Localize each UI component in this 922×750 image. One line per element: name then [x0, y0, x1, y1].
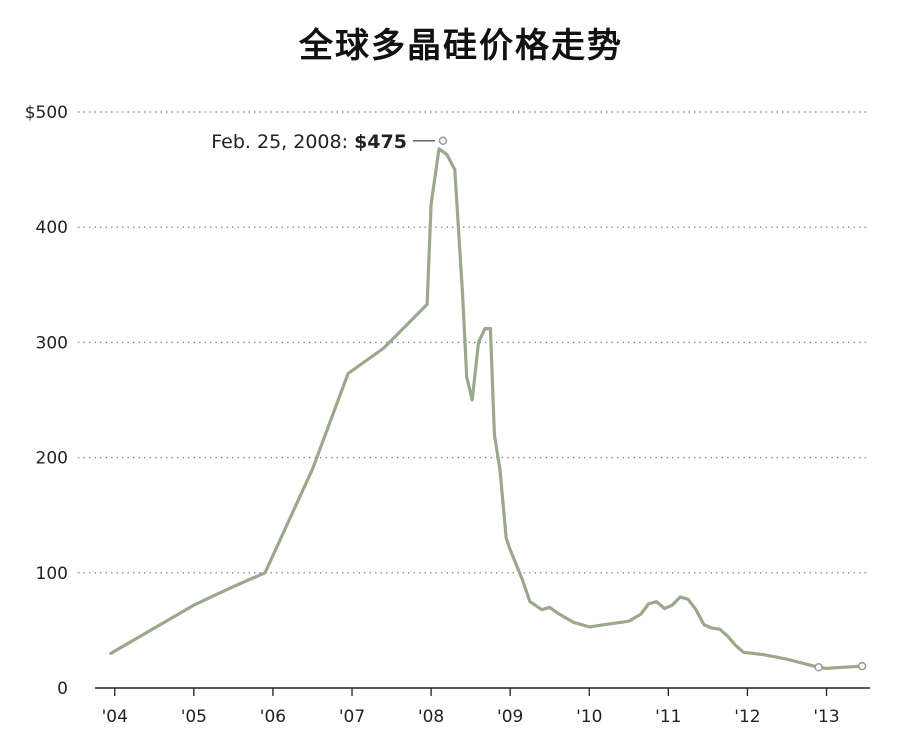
- end-marker: [857, 661, 867, 671]
- gridlines: [78, 111, 870, 574]
- x-tick-label: '11: [655, 707, 681, 727]
- peak-annotation: Feb. 25, 2008: $475: [211, 131, 407, 153]
- x-tick-label: '06: [260, 707, 286, 727]
- series-layer: [109, 147, 867, 672]
- y-tick-label: 300: [36, 333, 68, 353]
- y-tick-label: $500: [25, 103, 68, 123]
- y-tick-label: 200: [36, 449, 68, 469]
- x-tick-label: '08: [418, 707, 444, 727]
- x-tick-label: '05: [181, 707, 207, 727]
- annotation-value: $475: [354, 131, 407, 153]
- y-axis: 0 100 200 300 400 $500: [25, 103, 68, 699]
- x-axis-labels: '04 '05 '06 '07 '08 '09 '10 '11 '12 '13: [102, 707, 840, 727]
- y-tick-label: 400: [36, 218, 68, 238]
- x-tick-label: '09: [497, 707, 523, 727]
- x-tick-label: '12: [734, 707, 760, 727]
- y-tick-label: 100: [36, 564, 68, 584]
- x-tick-label: '07: [339, 707, 365, 727]
- x-axis: [95, 687, 870, 696]
- price-line: [109, 147, 864, 671]
- point-marker: [814, 663, 823, 672]
- chart-title: 全球多晶硅价格走势: [299, 26, 623, 66]
- x-tick-label: '04: [102, 707, 128, 727]
- y-tick-label: 0: [57, 679, 68, 699]
- peak-marker: [438, 136, 448, 146]
- annotation-layer: Feb. 25, 2008: $475: [211, 131, 448, 153]
- annotation-date: Feb. 25, 2008:: [211, 131, 354, 153]
- x-tick-label: '10: [576, 707, 602, 727]
- x-tick-label: '13: [813, 707, 839, 727]
